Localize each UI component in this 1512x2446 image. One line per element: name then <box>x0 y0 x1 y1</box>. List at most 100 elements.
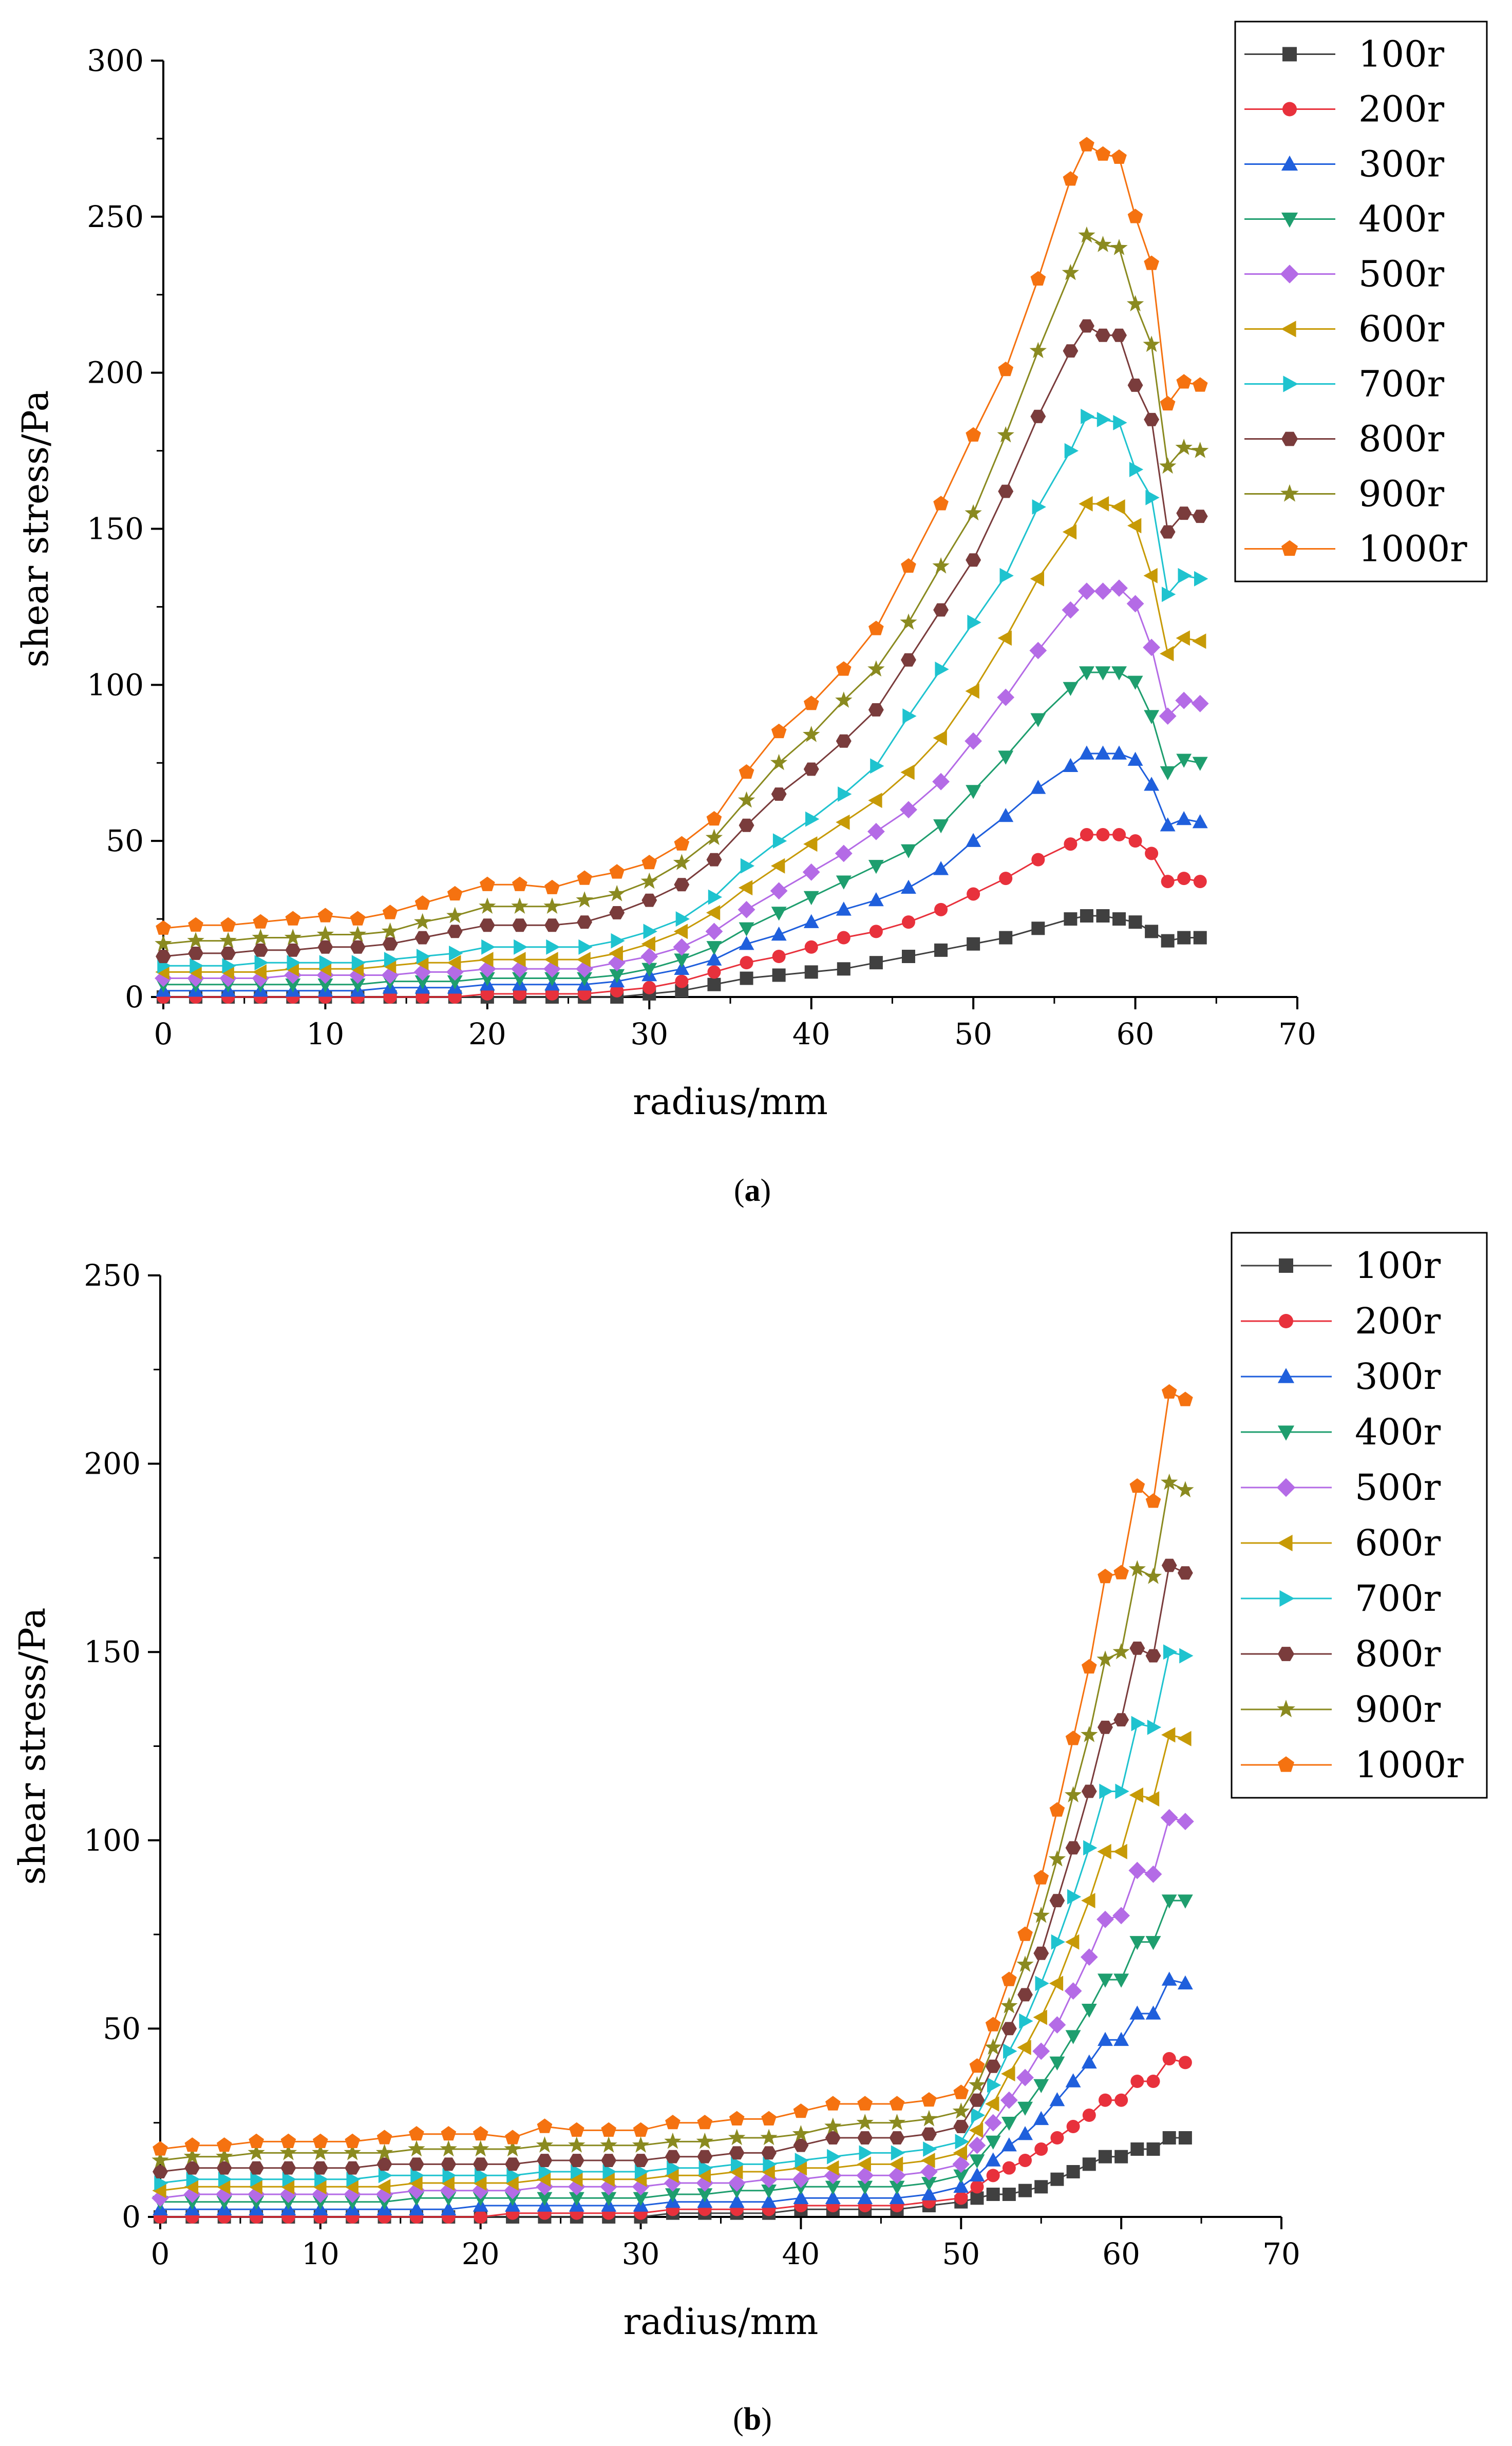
data-point-300r <box>985 2152 1001 2167</box>
data-point-1000r <box>249 2133 264 2148</box>
data-point-600r <box>1192 633 1206 649</box>
data-point-1000r <box>1111 149 1127 164</box>
series-line-600r <box>160 1734 1186 2192</box>
data-point-900r <box>1000 1997 1018 2014</box>
data-point-1000r <box>569 2122 584 2137</box>
data-point-400r <box>633 2192 649 2206</box>
data-point-600r <box>1033 2009 1047 2025</box>
data-point-800r <box>921 2127 937 2141</box>
data-point-800r <box>472 2157 488 2171</box>
legend: 100r 200r 300r 400r 500r 600r 700r 800r 900r 1000… <box>1231 1232 1488 1799</box>
legend-item: 500r <box>1244 253 1445 295</box>
data-point-500r <box>279 2186 297 2203</box>
data-point-200r <box>999 872 1013 886</box>
data-point-300r <box>1192 814 1208 829</box>
data-point-800r <box>153 2165 168 2178</box>
data-point-600r <box>696 2168 711 2184</box>
data-point-500r <box>760 2170 778 2188</box>
legend-label: 1000r <box>1355 1744 1464 1786</box>
data-point-600r <box>665 2168 679 2184</box>
data-point-500r <box>479 960 496 978</box>
data-point-700r <box>1083 1840 1098 1856</box>
data-point-400r <box>577 972 593 987</box>
data-point-800r <box>253 943 269 957</box>
data-point-900r <box>965 504 982 521</box>
data-point-100r <box>1034 2180 1048 2194</box>
data-point-800r <box>857 2131 873 2144</box>
data-point-200r <box>967 887 980 901</box>
data-point-300r <box>1033 2111 1049 2125</box>
x-tick-label: 30 <box>630 1017 668 1051</box>
data-point-1000r <box>156 920 171 935</box>
data-point-100r <box>1114 2150 1128 2163</box>
data-point-400r <box>350 979 366 993</box>
data-point-900r <box>511 897 528 914</box>
data-point-700r <box>1179 1648 1194 1664</box>
data-point-400r <box>836 875 852 890</box>
data-point-300r <box>933 861 949 875</box>
data-point-800r <box>409 2157 424 2171</box>
data-point-1000r <box>966 427 981 442</box>
data-point-900r <box>968 2076 986 2093</box>
data-point-700r <box>1178 568 1192 584</box>
data-point-900r <box>673 854 691 870</box>
data-point-900r <box>1143 335 1160 352</box>
data-point-600r <box>376 2179 391 2195</box>
caption-close-paren: ) <box>761 1173 771 1208</box>
data-point-900r <box>349 925 367 942</box>
data-point-200r <box>1018 2154 1032 2168</box>
data-point-300r <box>1063 758 1079 772</box>
y-tick-label: 150 <box>87 512 144 547</box>
x-tick-label: 20 <box>468 1017 506 1051</box>
data-point-900r <box>536 2136 554 2153</box>
data-point-900r <box>640 872 658 889</box>
data-point-200r <box>1080 828 1093 842</box>
data-point-800r <box>280 2161 296 2175</box>
data-point-600r <box>868 793 882 808</box>
data-point-900r <box>888 2114 906 2130</box>
data-point-1000r <box>609 864 625 879</box>
data-point-800r <box>345 2161 361 2175</box>
data-point-700r <box>1067 1889 1082 1905</box>
data-point-800r <box>382 937 398 951</box>
series-line-200r <box>160 2058 1186 2218</box>
data-point-500r <box>1175 691 1193 709</box>
data-point-900r <box>568 2136 585 2153</box>
data-point-900r <box>1064 1786 1082 1802</box>
series-line-800r <box>160 1564 1186 2173</box>
x-tick-label: 70 <box>1262 2236 1300 2271</box>
y-tick-label: 300 <box>87 43 144 78</box>
data-point-200r <box>1161 875 1175 889</box>
data-point-100r <box>967 937 980 951</box>
data-point-800r <box>665 2150 681 2163</box>
legend-item: 300r <box>1241 1356 1441 1398</box>
data-point-1000r <box>1030 271 1046 286</box>
data-point-600r <box>479 952 494 967</box>
data-point-700r <box>971 2108 986 2123</box>
data-point-300r <box>921 2186 937 2200</box>
data-point-700r <box>740 858 755 874</box>
data-point-1000r <box>220 917 236 932</box>
data-point-600r <box>921 2153 935 2168</box>
data-point-700r <box>314 2171 329 2187</box>
data-point-100r <box>1098 2150 1112 2163</box>
legend-label: 700r <box>1355 1577 1441 1620</box>
data-point-1000r <box>1160 396 1176 411</box>
data-point-400r <box>697 2188 713 2203</box>
data-point-300r <box>706 951 722 966</box>
data-point-500r <box>608 954 626 972</box>
legend-item: 800r <box>1244 418 1445 460</box>
x-tick-label: 40 <box>792 1017 830 1051</box>
data-point-700r <box>643 924 657 939</box>
data-point-800r <box>537 2154 553 2167</box>
x-axis-label: radius/mm <box>633 1081 828 1123</box>
data-point-200r <box>869 925 883 938</box>
data-point-600r <box>472 2175 487 2191</box>
data-point-300r <box>953 2178 969 2193</box>
legend-marker-700r <box>1283 375 1298 392</box>
data-point-900r <box>600 2136 617 2153</box>
data-point-300r <box>739 936 754 950</box>
data-point-1000r <box>665 2115 681 2130</box>
data-point-300r <box>889 2190 905 2204</box>
data-point-800r <box>1095 328 1111 342</box>
